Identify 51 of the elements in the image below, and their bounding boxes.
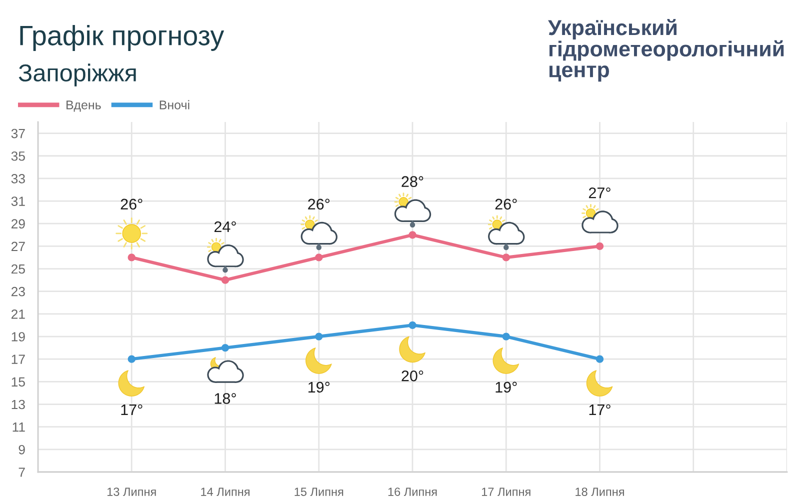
- point: [408, 231, 416, 239]
- y-tick-label: 9: [18, 444, 25, 454]
- x-tick-label: 14 Липня: [201, 488, 250, 496]
- point: [502, 254, 510, 262]
- point: [221, 344, 230, 352]
- x-tick-label: 16 Липня: [388, 488, 437, 496]
- point: [128, 355, 136, 363]
- x-tick-label: 18 Липня: [576, 488, 624, 496]
- point: [128, 254, 136, 262]
- y-tick-label: 33: [11, 174, 25, 184]
- chart-subtitle: Запоріжжя: [18, 64, 136, 86]
- y-tick-label: 23: [11, 286, 25, 296]
- data-label: 26°: [308, 198, 330, 210]
- point: [315, 254, 323, 262]
- y-tick-label: 15: [12, 377, 25, 387]
- data-label: 18°: [214, 393, 236, 404]
- point: [408, 321, 416, 330]
- point: [502, 332, 510, 340]
- x-tick-label: 15 Липня: [294, 488, 344, 496]
- data-label: 19°: [496, 382, 517, 393]
- y-tick-label: 17: [12, 354, 25, 364]
- y-tick-label: 21: [11, 310, 25, 319]
- point: [221, 276, 230, 284]
- y-tick-label: 29: [11, 219, 25, 229]
- y-tick-label: 25: [11, 264, 25, 274]
- point: [596, 355, 604, 363]
- point: [315, 332, 323, 340]
- data-label: 20°: [402, 370, 424, 382]
- data-label: 24°: [214, 221, 236, 232]
- text: Український гідрометеорологічний центр: [548, 19, 784, 82]
- y-tick-label: 31: [11, 196, 25, 206]
- y-tick-label: 19: [12, 332, 25, 342]
- data-label: 26°: [120, 198, 142, 210]
- point: [596, 242, 604, 250]
- data-label: 27°: [588, 187, 610, 198]
- chart-title: Графік прогнозу: [20, 25, 224, 51]
- x-tick-label: 17 Липня: [482, 488, 530, 496]
- data-label: 19°: [308, 382, 330, 393]
- data-label: 17°: [589, 404, 610, 416]
- legend-label: Вдень: [66, 100, 101, 112]
- y-tick-label: 35: [11, 151, 25, 161]
- y-tick-label: 37: [11, 128, 25, 138]
- data-label: 17°: [121, 404, 142, 416]
- data-label: 28°: [402, 176, 424, 188]
- data-label: 26°: [495, 198, 517, 210]
- y-tick-label: 27: [11, 242, 25, 251]
- y-tick-label: 13: [12, 400, 25, 410]
- y-tick-label: 11: [12, 422, 25, 432]
- y-tick-label: 7: [18, 468, 25, 477]
- x-tick-label: 13 Липня: [107, 488, 156, 496]
- legend-label: Вночі: [160, 100, 190, 110]
